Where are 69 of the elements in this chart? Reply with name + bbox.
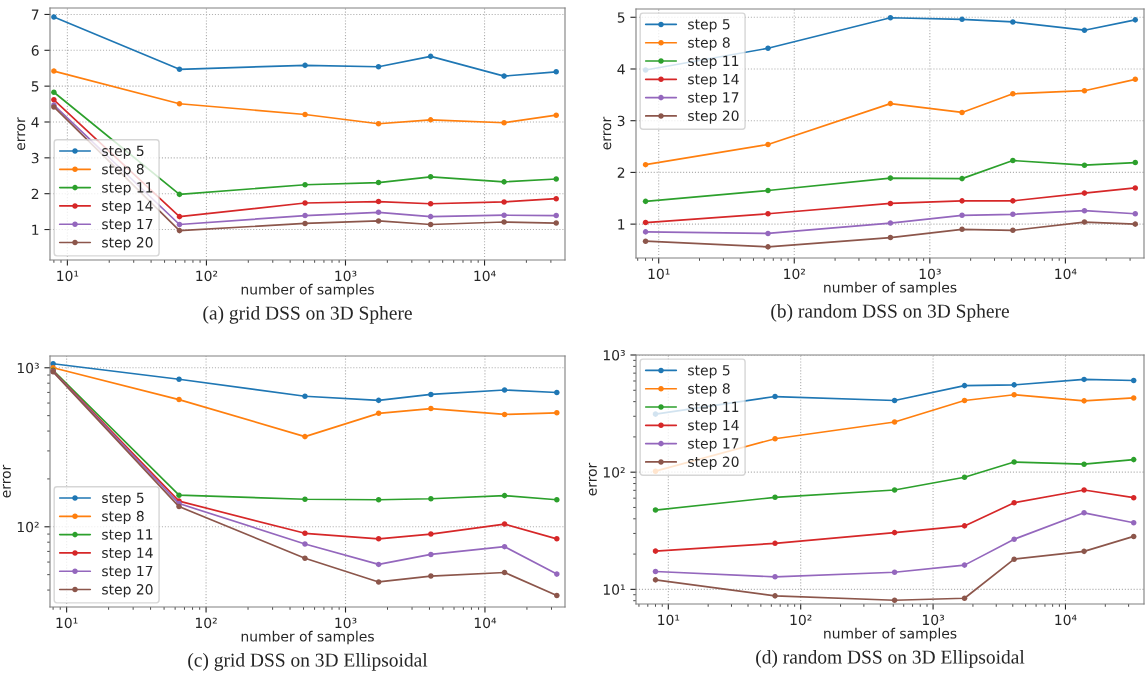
legend-label: step 20 bbox=[102, 584, 153, 598]
x-tick-label: 10⁴ bbox=[474, 617, 497, 629]
legend-label: step 14 bbox=[102, 547, 153, 561]
x-tick-label: 10³ bbox=[335, 617, 357, 629]
legend-label: step 14 bbox=[688, 420, 739, 434]
text: (b) random DSS on 3D Sphere bbox=[771, 304, 1009, 322]
y-tick-label: 10² bbox=[603, 467, 625, 478]
legend-label: step 14 bbox=[102, 200, 153, 214]
legend-label: step 20 bbox=[688, 110, 739, 124]
legend-label: step 17 bbox=[102, 565, 153, 579]
y-tick-label: 5 bbox=[617, 12, 625, 23]
y-tick-label: 7 bbox=[31, 9, 39, 20]
x-tick-label: 10² bbox=[195, 617, 217, 629]
y-tick-label: 6 bbox=[31, 45, 39, 56]
y-tick-label: 10¹ bbox=[603, 584, 625, 595]
x-tick-label: 10⁴ bbox=[474, 270, 496, 282]
x-tick-label: 10⁴ bbox=[1055, 614, 1077, 626]
y-axis-title: error bbox=[17, 117, 26, 151]
y-tick-label: 4 bbox=[31, 117, 39, 128]
legend-label: step 17 bbox=[102, 218, 153, 232]
x-tick-label: 10⁴ bbox=[1055, 268, 1077, 280]
x-tick-label: 10¹ bbox=[658, 614, 680, 626]
legend-label: step 5 bbox=[688, 19, 730, 33]
y-tick-label: 1 bbox=[618, 219, 625, 230]
x-tick-label: 10³ bbox=[919, 268, 941, 280]
y-tick-label: 5 bbox=[31, 81, 39, 92]
legend-label: step 14 bbox=[688, 74, 739, 88]
x-tick-label: 10² bbox=[196, 270, 218, 282]
y-axis-title: error bbox=[588, 462, 597, 496]
x-axis-title: number of samples bbox=[241, 630, 374, 645]
legend-label: step 11 bbox=[102, 529, 153, 543]
text: (d) random DSS on 3D Ellipsoidal bbox=[756, 650, 1025, 668]
y-tick-label: 4 bbox=[617, 64, 625, 75]
x-tick-label: 10¹ bbox=[56, 617, 78, 629]
y-axis-title: error bbox=[603, 116, 612, 150]
x-tick-label: 10³ bbox=[335, 270, 357, 282]
x-axis-title: number of samples bbox=[824, 281, 957, 296]
y-tick-label: 10³ bbox=[603, 349, 625, 361]
legend-label: step 17 bbox=[688, 92, 739, 106]
x-tick-label: 10² bbox=[784, 268, 806, 280]
legend-label: step 5 bbox=[102, 145, 144, 159]
x-tick-label: 10¹ bbox=[648, 268, 670, 280]
legend-label: step 8 bbox=[102, 510, 144, 525]
y-tick-label: 2 bbox=[617, 167, 625, 178]
text: (c) grid DSS on 3D Ellipsoidal bbox=[188, 653, 428, 671]
x-axis-title: number of samples bbox=[241, 283, 374, 298]
x-axis-title: number of samples bbox=[824, 627, 957, 642]
y-tick-label: 1 bbox=[32, 224, 39, 235]
legend-label: step 8 bbox=[688, 383, 730, 397]
legend-label: step 8 bbox=[102, 163, 144, 178]
legend-label: step 11 bbox=[102, 182, 153, 196]
x-tick-label: 10³ bbox=[922, 614, 944, 626]
text: (a) grid DSS on 3D Sphere bbox=[203, 306, 412, 324]
legend-label: step 11 bbox=[688, 401, 739, 415]
y-tick-label: 2 bbox=[31, 188, 39, 199]
x-tick-label: 10² bbox=[790, 614, 812, 626]
legend-label: step 20 bbox=[688, 456, 739, 470]
x-tick-label: 10¹ bbox=[57, 270, 79, 282]
legend-label: step 5 bbox=[688, 365, 730, 379]
y-tick-label: 3 bbox=[31, 152, 39, 164]
legend-label: step 17 bbox=[688, 438, 739, 452]
y-tick-label: 10² bbox=[17, 521, 39, 533]
legend-label: step 11 bbox=[688, 55, 739, 69]
legend-label: step 5 bbox=[102, 492, 144, 506]
y-tick-label: 3 bbox=[617, 115, 625, 127]
y-tick-label: 10³ bbox=[17, 362, 39, 374]
legend-label: step 8 bbox=[688, 37, 730, 51]
y-axis-title: error bbox=[2, 464, 11, 498]
legend-label: step 20 bbox=[102, 237, 153, 251]
